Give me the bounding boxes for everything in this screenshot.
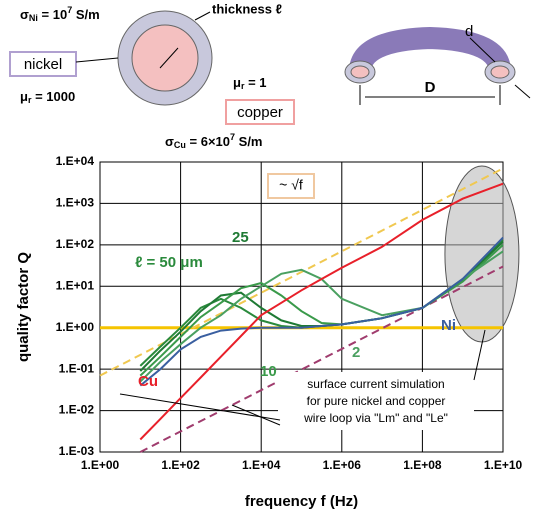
y-tick-label: 1.E-03 — [59, 444, 95, 458]
x-tick-label: 1.E+02 — [161, 458, 200, 472]
note-arrow — [119, 393, 281, 421]
sigma-cu: σCu = 6×107 S/m — [165, 132, 263, 150]
y-tick-label: 1.E-02 — [59, 403, 95, 417]
note-line: for pure nickel and copper — [307, 394, 446, 408]
nickel-pointer — [75, 57, 119, 63]
y-tick-label: 1.E+00 — [56, 320, 95, 334]
x-tick-label: 1.E+04 — [242, 458, 281, 472]
note-box — [278, 372, 474, 430]
y-axis-title: quality factor Q — [15, 252, 32, 362]
series-label: 10 — [260, 363, 277, 380]
x-tick-label: 1.E+10 — [484, 458, 523, 472]
x-tick-label: 1.E+08 — [403, 458, 442, 472]
note-line: surface current simulation — [307, 377, 444, 391]
y-tick-label: 1.E+04 — [56, 154, 95, 168]
series-line — [139, 182, 504, 441]
sigma-ni: σNi = 107 S/m — [20, 5, 100, 23]
nickel-label: nickel — [24, 56, 62, 73]
series-line — [99, 167, 504, 377]
note-line: wire loop via "Lm" and "Le" — [303, 411, 448, 425]
note-arrow — [473, 329, 486, 381]
loop — [349, 26, 511, 74]
y-tick-label: 1.E+02 — [56, 237, 95, 251]
mu-ni: μr = 1000 — [20, 89, 75, 105]
d-pointer — [469, 37, 496, 63]
copper-label: copper — [237, 104, 283, 121]
loop-pointer — [514, 84, 531, 99]
sqrt-annotation: ~ √f — [279, 177, 303, 193]
y-tick-label: 1.E+01 — [56, 278, 95, 292]
y-tick-label: 1.E-01 — [59, 361, 95, 375]
note-arrow — [231, 404, 281, 426]
loop-core — [350, 65, 370, 79]
sqrt-box — [267, 173, 315, 199]
x-axis-title: frequency f (Hz) — [245, 493, 358, 510]
series-label: ℓ = 50 μm — [135, 254, 203, 271]
y-tick-label: 1.E+03 — [56, 196, 95, 210]
d-label: d — [465, 23, 473, 40]
x-tick-label: 1.E+06 — [323, 458, 362, 472]
radius-arrow — [159, 47, 179, 69]
mu-cu: μr = 1 — [233, 75, 267, 91]
series-line — [139, 236, 504, 387]
plot: 1.E-03 1.E-02 1.E-01 1.E+00 1.E+01 1.E+02 1.E+… — [15, 154, 523, 510]
copper-box — [225, 99, 295, 125]
nickel-box — [9, 51, 77, 77]
loop-core — [490, 65, 510, 79]
series-label: Cu — [138, 373, 158, 390]
series-label: 25 — [232, 229, 249, 246]
series-line — [139, 265, 504, 453]
thickness-pointer — [194, 11, 211, 21]
copper-core — [131, 24, 199, 92]
x-tick-label: 1.E+00 — [81, 458, 120, 472]
series-label: 2 — [352, 344, 360, 361]
thickness-label: thickness ℓ — [212, 1, 282, 16]
series-label: Ni — [441, 317, 456, 334]
D-label: D — [425, 79, 436, 96]
